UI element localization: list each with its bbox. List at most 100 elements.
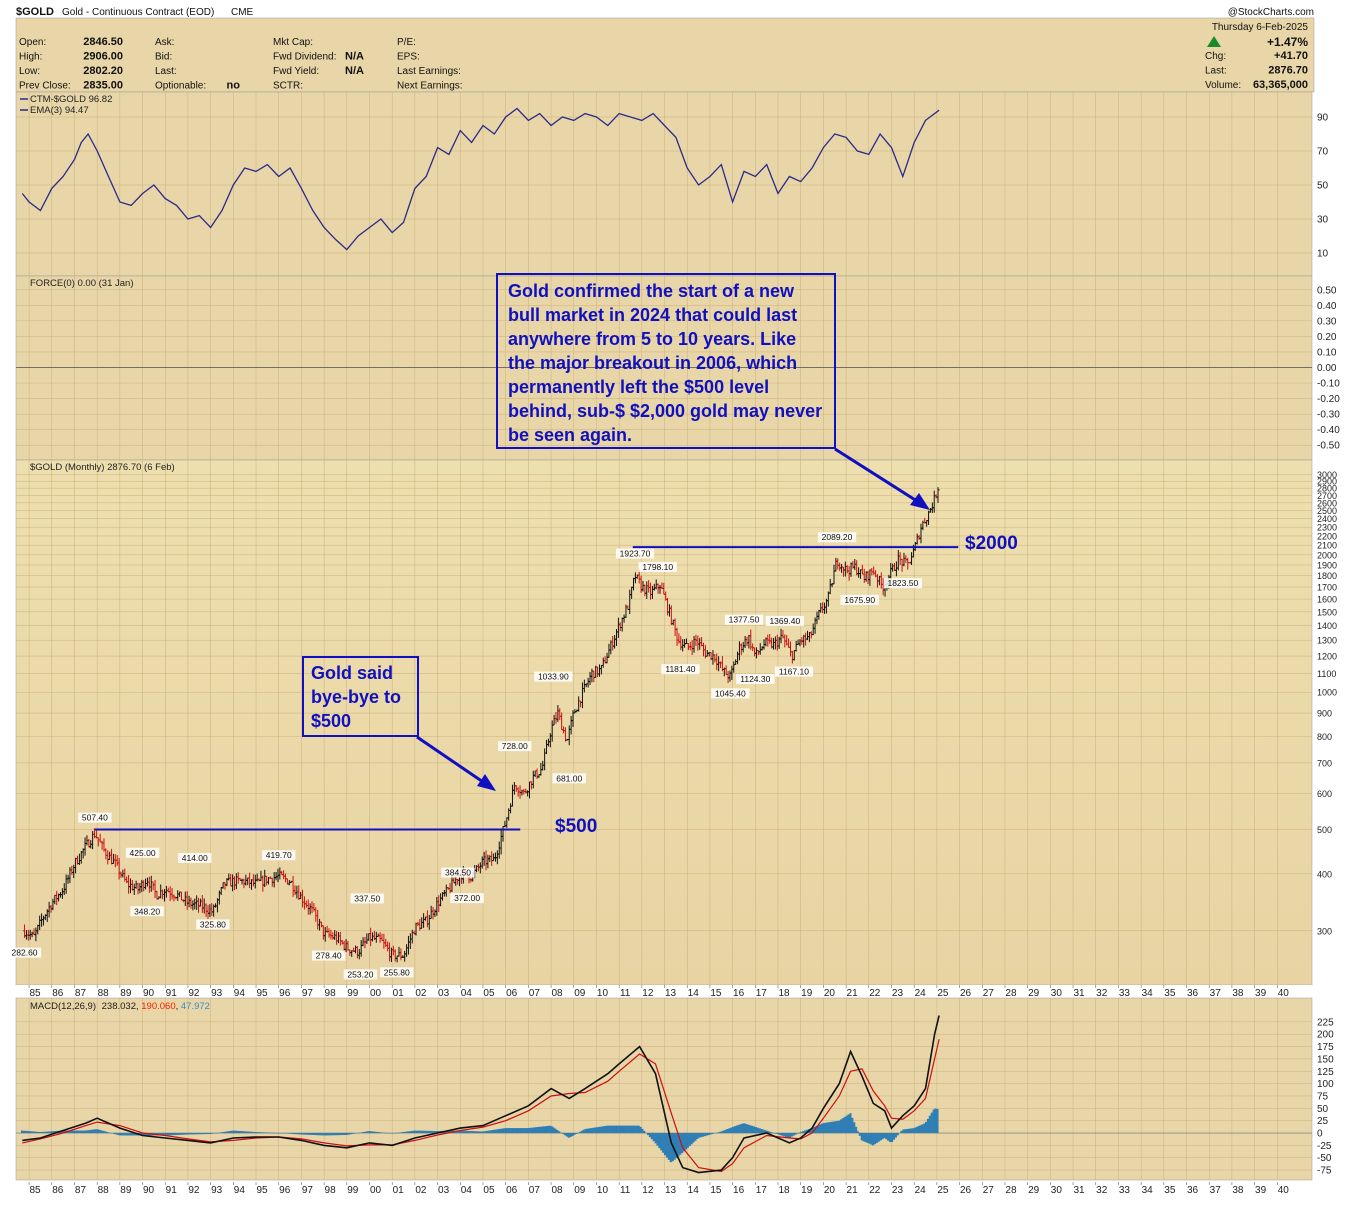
x-tick-label: 16 — [733, 1185, 745, 1196]
histogram-bar — [612, 1125, 616, 1134]
price-grid: 300 400 500 600 700 800 900 1000 1100 1200 1300 140… — [16, 460, 1337, 985]
histogram-bar — [771, 1132, 774, 1134]
histogram-bar — [588, 1128, 591, 1134]
histogram-bar — [552, 1127, 555, 1134]
x-tick-label: 23 — [892, 988, 904, 999]
histogram-bar — [590, 1128, 593, 1134]
histogram-bar — [28, 1131, 31, 1134]
histogram-bar — [715, 1132, 718, 1134]
histogram-bar — [716, 1132, 720, 1134]
histogram-bar — [397, 1132, 400, 1134]
x-tick-label: 05 — [483, 1185, 495, 1196]
stat-label: High: — [19, 52, 42, 63]
histogram-bar — [174, 1133, 177, 1136]
x-tick-label: 96 — [279, 1185, 291, 1196]
histogram-bar — [204, 1133, 207, 1135]
histogram-bar — [416, 1130, 419, 1134]
histogram-bar — [507, 1128, 510, 1134]
data-label: 414.00 — [182, 853, 208, 863]
histogram-bar — [645, 1133, 648, 1134]
histogram-bar — [915, 1126, 918, 1134]
histogram-bar — [785, 1133, 788, 1137]
histogram-bar — [677, 1133, 680, 1157]
x-tick-label: 89 — [120, 988, 132, 999]
x-axis-band — [16, 985, 1312, 998]
histogram-bar — [860, 1133, 863, 1141]
histogram-bar — [754, 1127, 757, 1134]
x-tick-label: 98 — [325, 988, 337, 999]
y-tick-label: 2700 — [1317, 491, 1337, 501]
x-tick-label: 89 — [120, 1185, 132, 1196]
histogram-bar — [896, 1133, 899, 1136]
histogram-bar — [567, 1133, 570, 1138]
histogram-bar — [512, 1128, 515, 1134]
stat-value: no — [227, 80, 241, 92]
x-tick-label: 20 — [824, 988, 836, 999]
histogram-bar — [760, 1128, 763, 1134]
histogram-bar — [798, 1132, 801, 1134]
x-tick-label: 98 — [325, 1185, 337, 1196]
data-label-bg — [774, 666, 814, 677]
x-tick-label: 14 — [688, 988, 700, 999]
histogram-bar — [783, 1133, 786, 1137]
y-tick-label: 50 — [1317, 1104, 1329, 1115]
data-label-bg — [311, 950, 346, 961]
histogram-bar — [132, 1133, 135, 1136]
histogram-bar — [90, 1129, 94, 1134]
histogram-bar — [747, 1124, 750, 1134]
histogram-bar — [663, 1133, 667, 1156]
histogram-bar — [43, 1131, 46, 1134]
data-label: 348.20 — [134, 906, 160, 916]
histogram-bar — [213, 1133, 217, 1134]
data-label: 384.50 — [445, 868, 471, 878]
macd-legend-label: MACD(12,26,9) — [30, 1001, 96, 1012]
x-tick-label: 38 — [1232, 988, 1244, 999]
histogram-bar — [558, 1131, 561, 1134]
histogram-bar — [295, 1133, 298, 1135]
x-tick-label: 21 — [847, 988, 859, 999]
y-tick-label: 1400 — [1317, 621, 1337, 631]
macd-signal-line — [22, 1039, 940, 1173]
histogram-bar — [92, 1129, 96, 1134]
histogram-bar — [870, 1133, 873, 1145]
stat-label: P/E: — [397, 37, 416, 48]
y-tick-label: 1300 — [1317, 636, 1337, 646]
histogram-bar — [851, 1117, 854, 1134]
histogram-bar — [83, 1130, 86, 1134]
histogram-bar — [826, 1122, 829, 1134]
x-tick-label: 25 — [937, 988, 949, 999]
annotation-arrows — [416, 447, 930, 791]
x-axis-middle: 85 86 87 88 89 90 91 92 93 94 95 96 97 98 99 00 01 02 03 04… — [16, 985, 1312, 999]
histogram-bar — [907, 1128, 911, 1134]
histogram-bar — [230, 1130, 234, 1134]
x-tick-label: 00 — [370, 988, 382, 999]
histogram-bar — [115, 1133, 118, 1135]
histogram-bar — [457, 1130, 461, 1134]
histogram-bar — [342, 1133, 345, 1136]
histogram-bar — [698, 1133, 701, 1138]
macd-legend-value: 238.032 — [102, 1001, 136, 1012]
x-tick-label: 21 — [847, 1185, 859, 1196]
histogram-bar — [404, 1131, 408, 1134]
histogram-bar — [575, 1133, 578, 1134]
histogram-bar — [143, 1133, 147, 1136]
histogram-bar — [486, 1130, 489, 1134]
data-label: 1124.30 — [740, 674, 770, 684]
histogram-bar — [546, 1125, 549, 1134]
histogram-bar — [215, 1133, 218, 1134]
histogram-bar — [414, 1130, 417, 1134]
histogram-bar — [189, 1133, 192, 1135]
data-label-bg — [724, 614, 764, 625]
histogram-bar — [646, 1133, 650, 1136]
histogram-bar — [164, 1133, 167, 1136]
x-tick-label: 37 — [1210, 988, 1222, 999]
histogram-bar — [382, 1132, 385, 1134]
histogram-bar — [338, 1133, 341, 1136]
histogram-bar — [684, 1133, 687, 1150]
histogram-bar — [34, 1131, 37, 1134]
histogram-bar — [87, 1130, 90, 1134]
histogram-bar — [749, 1125, 752, 1134]
x-tick-label: 25 — [937, 1185, 949, 1196]
y-tick-label: 0.00 — [1317, 363, 1337, 374]
histogram-bar — [864, 1133, 867, 1143]
